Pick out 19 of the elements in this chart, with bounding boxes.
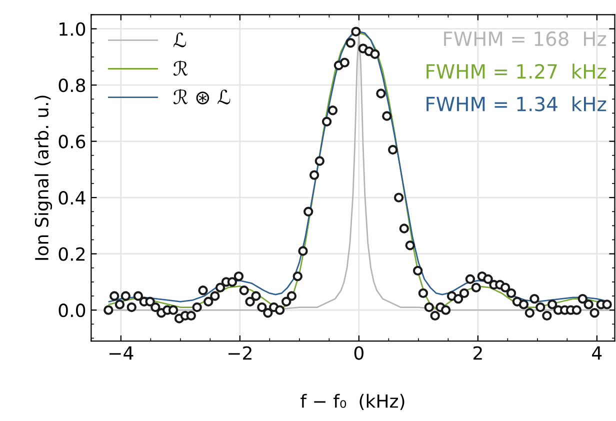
- y-tick-label: 0.2: [58, 247, 84, 261]
- y-tick-label: 1.0: [60, 22, 86, 36]
- y-tick-label: 0.8: [58, 78, 86, 92]
- annotation: FWHM = 168 Hz: [444, 31, 606, 46]
- x-tick-label: 2: [473, 346, 482, 360]
- x-tick-label: 4: [592, 346, 602, 360]
- x-axis-title: f − f₀ (kHz): [300, 394, 404, 410]
- x-tick-label: −4: [110, 346, 134, 360]
- x-tick-label: 0: [354, 346, 364, 360]
- x-tick-label: −2: [228, 346, 252, 360]
- legend-label: ℛ ⊛ ℒ: [173, 89, 230, 104]
- y-tick-label: 0.4: [58, 191, 86, 205]
- annotation: FWHM = 1.27 kHz: [426, 64, 606, 78]
- legend-label: ℒ: [173, 32, 186, 48]
- legend-label: ℛ: [173, 60, 188, 76]
- annotation: FWHM = 1.34 kHz: [426, 96, 606, 112]
- y-tick-label: 0.6: [58, 134, 86, 148]
- y-tick-label: 0.0: [58, 304, 86, 318]
- y-axis-title: Ion Signal (arb. u.): [34, 96, 52, 260]
